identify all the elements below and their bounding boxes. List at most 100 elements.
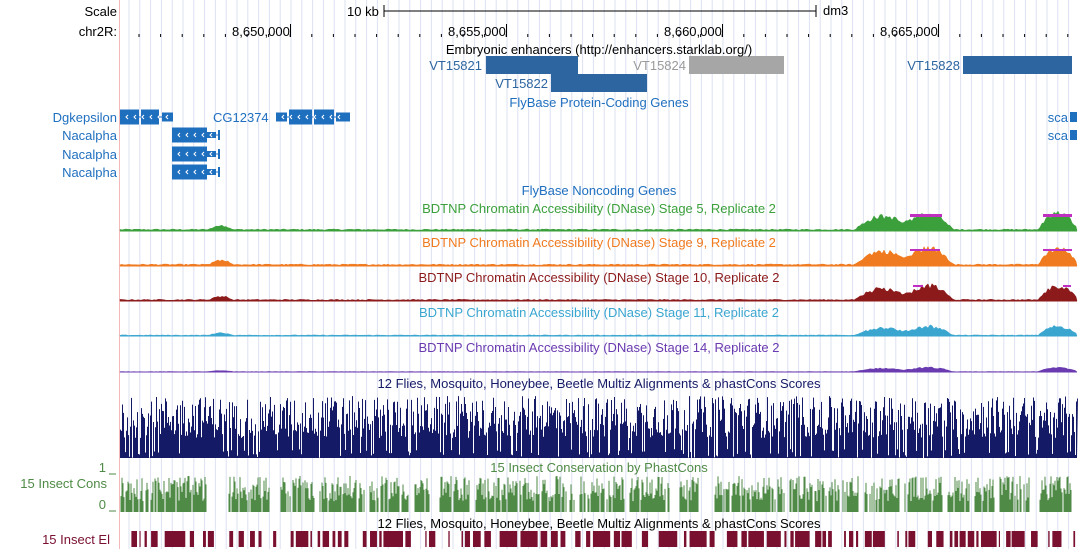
nacalpha-gene-strand-arrow	[201, 132, 205, 138]
conserved-element	[844, 531, 846, 547]
conserved-element	[908, 531, 916, 547]
dnase-track-title[interactable]: BDTNP Chromatin Accessibility (DNase) St…	[418, 270, 780, 285]
conserved-element	[795, 531, 810, 547]
dnase-track-title[interactable]: BDTNP Chromatin Accessibility (DNase) St…	[422, 235, 776, 250]
cg12374-gene-exon	[314, 109, 334, 125]
conserved-element	[379, 531, 382, 547]
conserved-element	[1052, 531, 1062, 547]
cg12374-gene-exon	[289, 109, 312, 125]
nacalpha-gene-strand-arrow	[185, 132, 189, 138]
conserved-element	[976, 531, 979, 547]
nacalpha-gene-strand-arrow	[185, 151, 189, 157]
conserved-element	[822, 531, 827, 547]
phastcons-side-label[interactable]: 15 Insect Cons	[20, 476, 107, 491]
conserved-element	[621, 531, 632, 547]
conserved-element	[949, 531, 953, 547]
multiz-track-title[interactable]: 12 Flies, Mosquito, Honeybee, Beetle Mul…	[377, 376, 821, 391]
dnase-signal	[119, 210, 1078, 232]
conserved-element	[905, 531, 908, 547]
nacalpha-gene-exon	[172, 127, 207, 143]
dgkepsilon-gene-strand-arrow	[141, 114, 145, 120]
dgkepsilon-gene-strand-arrow	[149, 114, 153, 120]
dgkepsilon-gene-exon	[120, 109, 139, 125]
dgkepsilon-gene-strand-arrow	[157, 114, 161, 120]
enhancer-label[interactable]: VT15821	[429, 58, 482, 73]
conserved-element	[139, 531, 141, 547]
dnase-track-title[interactable]: BDTNP Chromatin Accessibility (DNase) St…	[422, 201, 776, 216]
dnase-track-title[interactable]: BDTNP Chromatin Accessibility (DNase) St…	[418, 305, 780, 320]
protein-coding-track-title[interactable]: FlyBase Protein-Coding Genes	[509, 95, 689, 110]
conserved-element	[1073, 531, 1076, 547]
cg12374-gene-strand-arrow	[305, 114, 309, 120]
nacalpha-gene-strand-arrow	[193, 169, 197, 175]
conserved-element	[290, 531, 294, 547]
enhancer-feature	[486, 56, 578, 74]
elements-side-label[interactable]: 15 Insect El	[42, 532, 110, 547]
gene-label[interactable]: Nacalpha	[62, 147, 117, 162]
conserved-element	[689, 531, 707, 547]
enhancer-feature	[689, 56, 784, 74]
cg12374-gene-strand-arrow	[329, 114, 333, 120]
dnase-clipped-marker	[1063, 285, 1071, 287]
enhancer-label[interactable]: VT15822	[495, 76, 548, 91]
nacalpha-gene-exon	[207, 151, 216, 157]
multiz-conservation-signal	[120, 396, 1078, 458]
conserved-element	[310, 531, 312, 547]
enhancer-label[interactable]: VT15828	[907, 58, 960, 73]
conserved-element	[784, 531, 787, 547]
conserved-element	[258, 531, 262, 547]
cg12374-gene-strand-arrow	[281, 114, 285, 120]
conserved-element	[1048, 531, 1050, 547]
nacalpha-gene-exon	[207, 132, 216, 138]
nacalpha-gene-strand-arrow	[201, 169, 205, 175]
conserved-element	[464, 531, 471, 547]
gene-label[interactable]: sca	[1047, 110, 1068, 125]
dnase-clipped-marker	[913, 285, 923, 287]
cg12374-gene-strand-arrow	[321, 114, 325, 120]
dgkepsilon-gene-strand-arrow	[125, 114, 129, 120]
conserved-element	[1011, 531, 1025, 547]
position-label: 8,660,000	[664, 24, 722, 39]
nacalpha-gene-exon	[218, 167, 220, 177]
phastcons-track-title[interactable]: 15 Insect Conservation by PhastCons	[490, 460, 708, 475]
elements-track-title[interactable]: 12 Flies, Mosquito, Honeybee, Beetle Mul…	[377, 516, 821, 531]
conserved-element	[229, 531, 234, 547]
nacalpha-gene-strand-arrow	[201, 151, 205, 157]
nacalpha-gene-strand-arrow	[185, 169, 189, 175]
conserved-element	[295, 531, 309, 547]
enhancer-label[interactable]: VT15824	[633, 58, 686, 73]
conserved-element	[370, 531, 377, 547]
gene-label[interactable]: Dgkepsilon	[52, 110, 117, 125]
conserved-element	[815, 531, 822, 547]
nacalpha-gene-strand-arrow	[177, 132, 181, 138]
dnase-signal	[119, 283, 1078, 302]
conserved-element	[586, 531, 591, 547]
conserved-element	[560, 531, 566, 547]
dnase-signal	[119, 366, 1078, 373]
conserved-element	[709, 531, 715, 547]
gene-label[interactable]: Nacalpha	[62, 128, 117, 143]
scale-label: Scale	[84, 4, 117, 19]
gene-label[interactable]: Nacalpha	[62, 165, 117, 180]
conserved-element	[550, 531, 558, 547]
nacalpha-gene-strand-arrow	[193, 132, 197, 138]
enhancer-track-title[interactable]: Embryonic enhancers (http://enhancers.st…	[445, 42, 753, 57]
dnase-track-title[interactable]: BDTNP Chromatin Accessibility (DNase) St…	[418, 340, 780, 355]
dnase-signal	[119, 245, 1078, 267]
gene-label[interactable]: sca	[1047, 128, 1068, 143]
conserved-element	[203, 531, 206, 547]
conserved-element	[936, 531, 944, 547]
gene-label[interactable]: CG12374	[213, 110, 269, 125]
noncoding-track-title[interactable]: FlyBase Noncoding Genes	[521, 183, 677, 198]
conserved-element	[461, 531, 463, 547]
conserved-element	[337, 531, 342, 547]
conserved-element	[207, 531, 214, 547]
nacalpha-gene-strand-arrow	[193, 151, 197, 157]
conserved-element	[741, 531, 747, 547]
nacalpha-gene-exon	[172, 146, 207, 162]
cg12374-gene-strand-arrow	[313, 114, 317, 120]
conserved-element	[499, 531, 518, 547]
conserved-element	[592, 531, 611, 547]
